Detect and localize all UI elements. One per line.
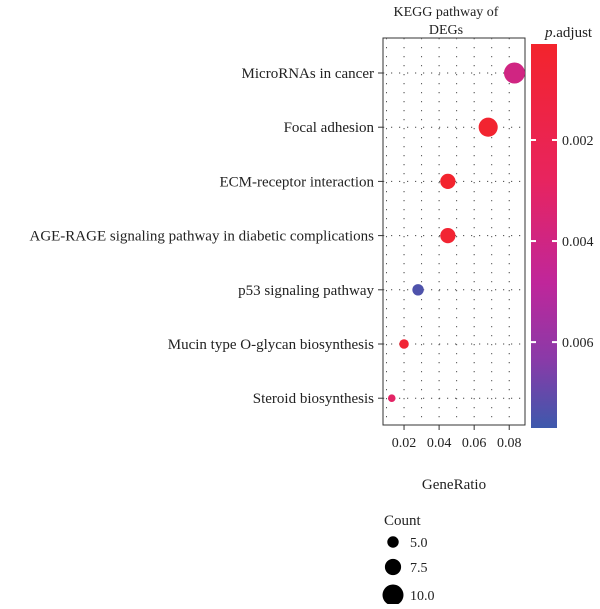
color-legend-tick-label: 0.002 <box>562 134 594 149</box>
size-legend-label: 10.0 <box>410 589 435 604</box>
data-point <box>478 117 498 137</box>
x-axis-ticks: 0.02 0.04 0.06 0.08 <box>392 425 522 451</box>
size-legend-label: 7.5 <box>410 561 428 576</box>
size-legend-title: Count <box>384 513 422 529</box>
color-legend-title-rest: .adjust <box>553 25 593 41</box>
y-axis-labels: MicroRNAs in cancer Focal adhesion ECM-rec… <box>29 66 383 407</box>
y-axis-label: MicroRNAs in cancer <box>242 66 374 82</box>
data-point <box>387 394 396 403</box>
x-axis-tick-label: 0.06 <box>462 436 487 451</box>
y-axis-label: Focal adhesion <box>284 120 375 136</box>
y-axis-label: p53 signaling pathway <box>238 283 374 299</box>
size-legend: 5.0 7.5 10.0 <box>382 536 435 606</box>
size-legend-dot <box>384 558 402 576</box>
color-legend-ticks: 0.002 0.004 0.006 <box>531 134 594 351</box>
color-legend-tick-label: 0.006 <box>562 336 594 351</box>
chart-title-line-2: DEGs <box>429 23 463 38</box>
y-axis-label: AGE-RAGE signaling pathway in diabetic c… <box>29 229 374 245</box>
color-legend-title-italic: p <box>544 25 553 41</box>
x-axis-tick-label: 0.02 <box>392 436 417 451</box>
size-legend-label: 5.0 <box>410 536 428 551</box>
x-axis-tick-label: 0.04 <box>427 436 452 451</box>
data-point <box>399 339 409 349</box>
color-legend-tick-label: 0.004 <box>562 235 594 250</box>
data-point <box>412 284 424 296</box>
plot-panel <box>382 37 526 426</box>
size-legend-dot <box>382 584 404 606</box>
color-legend-bar <box>531 44 557 428</box>
y-axis-label: Steroid biosynthesis <box>253 391 374 407</box>
data-point <box>503 62 525 84</box>
chart-title-line-1: KEGG pathway of <box>394 5 499 20</box>
data-point <box>440 227 456 244</box>
y-axis-label: ECM-receptor interaction <box>219 174 374 190</box>
x-axis-tick-label: 0.08 <box>497 436 522 451</box>
size-legend-dot <box>387 536 399 548</box>
y-axis-label: Mucin type O-glycan biosynthesis <box>168 337 374 353</box>
x-axis-label: GeneRatio <box>422 477 486 493</box>
data-point <box>440 173 456 190</box>
data-points <box>387 62 525 403</box>
color-legend-title: p.adjust <box>544 25 593 41</box>
